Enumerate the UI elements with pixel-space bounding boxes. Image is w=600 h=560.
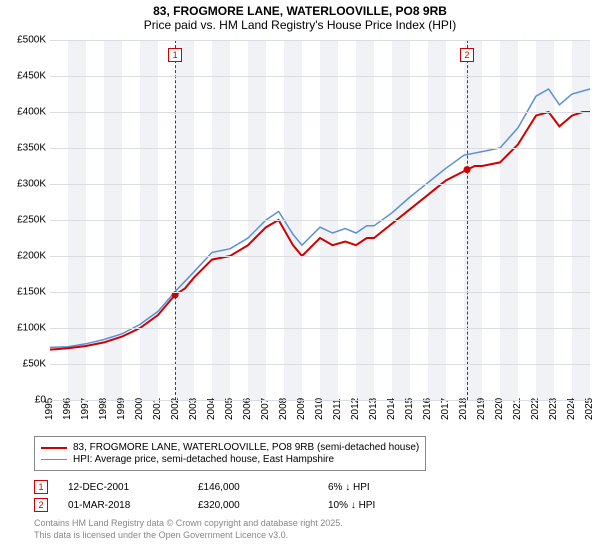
- x-tick-label: 2004: [206, 398, 217, 420]
- y-tick-label: £150K: [17, 287, 46, 298]
- x-tick-label: 2011: [332, 398, 343, 420]
- x-tick-label: 2003: [188, 398, 199, 420]
- x-tick-label: 2009: [296, 398, 307, 420]
- x-tick-label: 2007: [260, 398, 271, 420]
- transactions-table: 1 12-DEC-2001£146,0006% ↓ HPI 2 01-MAR-2018…: [34, 478, 418, 514]
- y-axis: £0£50K£100K£150K£200K£250K£300K£350K£400…: [0, 40, 50, 400]
- marker-badge: 1: [168, 48, 182, 62]
- y-tick-label: £50K: [23, 359, 46, 370]
- x-tick-label: 1995: [44, 398, 55, 420]
- chart-container: 83, FROGMORE LANE, WATERLOOVILLE, PO8 9R…: [0, 0, 600, 560]
- y-tick-label: £350K: [17, 143, 46, 154]
- y-tick-label: £200K: [17, 251, 46, 262]
- x-tick-label: 2014: [386, 398, 397, 420]
- x-tick-label: 1998: [98, 398, 109, 420]
- x-tick-label: 2024: [566, 398, 577, 420]
- transaction-row: 1 12-DEC-2001£146,0006% ↓ HPI: [34, 478, 418, 496]
- x-tick-label: 2010: [314, 398, 325, 420]
- transaction-date: 01-MAR-2018: [68, 500, 198, 511]
- y-tick-label: £250K: [17, 215, 46, 226]
- legend-label: HPI: Average price, semi-detached house,…: [73, 454, 334, 465]
- legend-label: 83, FROGMORE LANE, WATERLOOVILLE, PO8 9R…: [73, 442, 419, 453]
- transaction-price: £320,000: [198, 500, 328, 511]
- transaction-price: £146,000: [198, 482, 328, 493]
- y-gridline: [50, 256, 590, 257]
- x-tick-label: 2012: [350, 398, 361, 420]
- x-tick-label: 2019: [476, 398, 487, 420]
- legend-swatch: [41, 447, 67, 449]
- y-gridline: [50, 112, 590, 113]
- x-tick-label: 2008: [278, 398, 289, 420]
- marker-badge: 2: [460, 48, 474, 62]
- x-tick-label: 2023: [548, 398, 559, 420]
- x-tick-label: 2006: [242, 398, 253, 420]
- x-tick-label: 2015: [404, 398, 415, 420]
- x-tick-label: 2016: [422, 398, 433, 420]
- legend: 83, FROGMORE LANE, WATERLOOVILLE, PO8 9R…: [34, 436, 426, 471]
- y-tick-label: £450K: [17, 71, 46, 82]
- x-tick-label: 2013: [368, 398, 379, 420]
- y-gridline: [50, 184, 590, 185]
- x-tick-label: 2001: [152, 398, 163, 420]
- chart-title: 83, FROGMORE LANE, WATERLOOVILLE, PO8 9R…: [10, 4, 590, 18]
- y-tick-label: £300K: [17, 179, 46, 190]
- y-gridline: [50, 76, 590, 77]
- x-axis: 1995199619971998199920002001200220032004…: [50, 400, 590, 428]
- attribution: Contains HM Land Registry data © Crown c…: [34, 518, 343, 541]
- x-tick-label: 1997: [80, 398, 91, 420]
- legend-swatch: [41, 459, 67, 461]
- x-tick-label: 2018: [458, 398, 469, 420]
- y-gridline: [50, 364, 590, 365]
- y-gridline: [50, 400, 590, 401]
- y-tick-label: £400K: [17, 107, 46, 118]
- x-tick-label: 2002: [170, 398, 181, 420]
- attribution-line2: This data is licensed under the Open Gov…: [34, 530, 343, 542]
- transaction-badge: 2: [34, 498, 48, 512]
- y-gridline: [50, 40, 590, 41]
- y-tick-label: £500K: [17, 35, 46, 46]
- x-tick-label: 2025: [584, 398, 595, 420]
- transaction-badge: 1: [34, 480, 48, 494]
- attribution-line1: Contains HM Land Registry data © Crown c…: [34, 518, 343, 530]
- y-gridline: [50, 148, 590, 149]
- legend-row: 83, FROGMORE LANE, WATERLOOVILLE, PO8 9R…: [41, 442, 419, 453]
- chart-subtitle: Price paid vs. HM Land Registry's House …: [10, 18, 590, 32]
- x-tick-label: 2021: [512, 398, 523, 420]
- transaction-delta: 6% ↓ HPI: [328, 482, 418, 493]
- x-tick-label: 2020: [494, 398, 505, 420]
- x-tick-label: 2017: [440, 398, 451, 420]
- x-tick-label: 1999: [116, 398, 127, 420]
- x-tick-label: 1996: [62, 398, 73, 420]
- transaction-row: 2 01-MAR-2018£320,00010% ↓ HPI: [34, 496, 418, 514]
- legend-row: HPI: Average price, semi-detached house,…: [41, 454, 419, 465]
- x-tick-label: 2005: [224, 398, 235, 420]
- y-gridline: [50, 220, 590, 221]
- transaction-date: 12-DEC-2001: [68, 482, 198, 493]
- x-tick-label: 2000: [134, 398, 145, 420]
- y-gridline: [50, 328, 590, 329]
- x-tick-label: 2022: [530, 398, 541, 420]
- y-gridline: [50, 292, 590, 293]
- title-block: 83, FROGMORE LANE, WATERLOOVILLE, PO8 9R…: [0, 0, 600, 34]
- y-tick-label: £100K: [17, 323, 46, 334]
- transaction-delta: 10% ↓ HPI: [328, 500, 418, 511]
- series-hpi: [50, 89, 590, 347]
